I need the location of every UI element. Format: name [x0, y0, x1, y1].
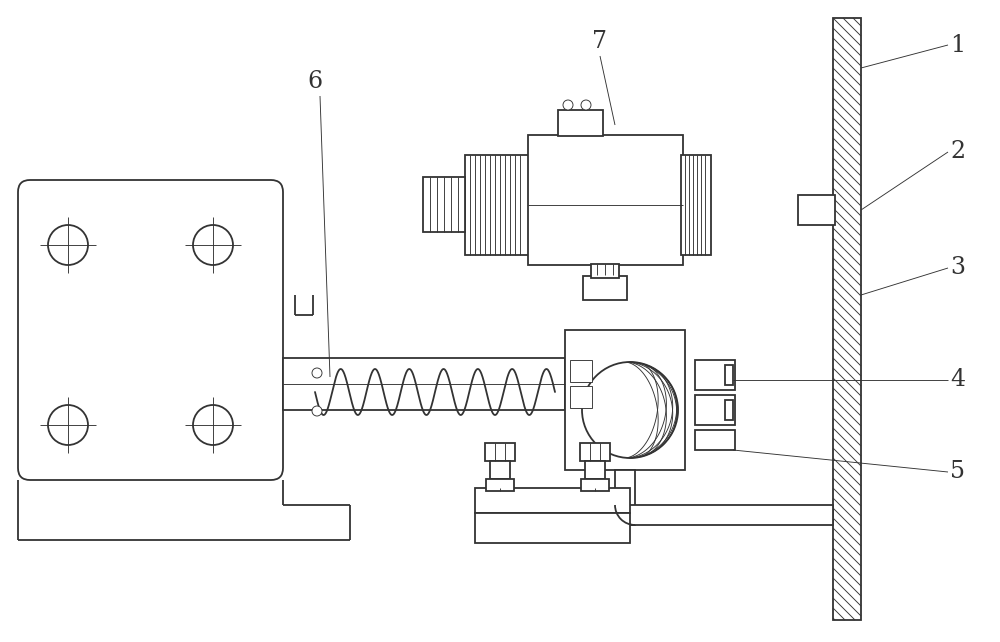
Circle shape	[193, 405, 233, 445]
Bar	[490, 461, 510, 479]
Circle shape	[312, 406, 322, 416]
Bar	[681, 155, 711, 255]
Bar	[585, 461, 605, 479]
Circle shape	[48, 405, 88, 445]
Circle shape	[581, 100, 591, 110]
Bar	[695, 360, 735, 390]
Circle shape	[582, 362, 678, 458]
Bar	[725, 365, 733, 385]
Circle shape	[193, 225, 233, 265]
Bar	[581, 479, 609, 491]
Text: 4: 4	[950, 369, 966, 392]
Bar	[565, 330, 685, 470]
Text: 2: 2	[950, 141, 966, 164]
Text: 7: 7	[592, 31, 608, 53]
Bar	[570, 386, 592, 408]
Bar	[475, 513, 630, 543]
Bar	[798, 195, 835, 225]
Bar	[583, 276, 627, 300]
Bar	[570, 360, 592, 382]
Bar	[528, 135, 683, 265]
Text: 1: 1	[950, 33, 966, 56]
Bar	[695, 395, 735, 425]
Bar	[283, 358, 565, 410]
Bar	[465, 155, 530, 255]
Bar	[486, 479, 514, 491]
Bar	[725, 400, 733, 420]
Bar	[615, 505, 833, 525]
Bar	[475, 488, 630, 513]
Circle shape	[563, 100, 573, 110]
Text: 3: 3	[950, 257, 966, 279]
Bar	[485, 443, 515, 461]
Bar	[615, 470, 635, 525]
FancyBboxPatch shape	[18, 180, 283, 480]
Circle shape	[48, 225, 88, 265]
Bar	[591, 264, 619, 278]
Bar	[580, 443, 610, 461]
Bar	[558, 110, 603, 136]
Text: 5: 5	[950, 460, 966, 483]
Bar	[423, 177, 465, 232]
Text: 6: 6	[307, 71, 323, 94]
Bar	[695, 430, 735, 450]
Circle shape	[312, 368, 322, 378]
Bar	[833, 18, 861, 620]
